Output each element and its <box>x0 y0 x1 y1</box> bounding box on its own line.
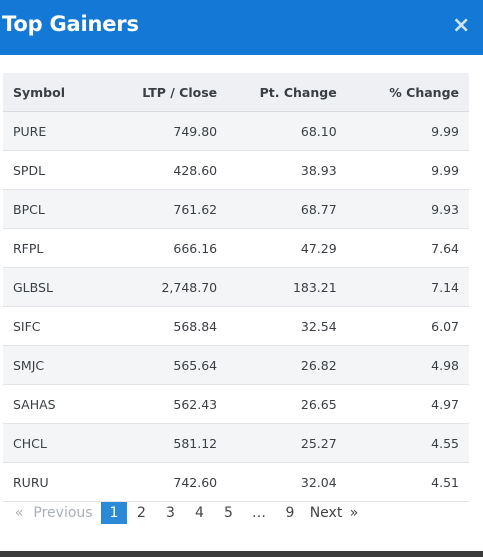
ltp-close-cell: 749.80 <box>109 111 228 151</box>
table-row[interactable]: RFPL 666.16 47.29 7.64 <box>3 228 469 268</box>
table-row[interactable]: GLBSL 2,748.70 183.21 7.14 <box>3 267 469 307</box>
table-row[interactable]: PURE 749.80 68.10 9.99 <box>3 111 469 151</box>
table-row[interactable]: SIFC 568.84 32.54 6.07 <box>3 306 469 346</box>
symbol-cell[interactable]: PURE <box>3 111 110 151</box>
pt-change-cell: 38.93 <box>227 150 347 190</box>
close-icon[interactable]: × <box>452 13 471 38</box>
symbol-cell[interactable]: CHCL <box>3 423 110 463</box>
ltp-close-cell: 761.62 <box>109 189 228 229</box>
pt-change-cell: 25.27 <box>227 423 347 463</box>
pct-change-cell: 9.93 <box>346 189 469 229</box>
page-button-4[interactable]: 4 <box>195 505 204 521</box>
page-button-3[interactable]: 3 <box>166 505 175 521</box>
table-header-row: Symbol LTP / Close Pt. Change % Change <box>3 73 469 112</box>
pct-change-cell: 9.99 <box>346 111 469 151</box>
pt-change-cell: 183.21 <box>227 267 347 307</box>
next-page-button[interactable]: Next <box>309 505 343 521</box>
pt-change-cell: 26.82 <box>227 345 347 385</box>
pt-change-cell: 32.54 <box>227 306 347 346</box>
symbol-cell[interactable]: SIFC <box>3 306 110 346</box>
bottom-edge <box>0 551 483 557</box>
pct-change-cell: 7.14 <box>346 267 469 307</box>
pt-change-cell: 26.65 <box>227 384 347 424</box>
pct-change-cell: 6.07 <box>346 306 469 346</box>
table-row[interactable]: SAHAS 562.43 26.65 4.97 <box>3 384 469 424</box>
ltp-close-cell: 565.64 <box>109 345 228 385</box>
previous-page-button[interactable]: Previous <box>33 505 93 521</box>
pt-change-cell: 68.77 <box>227 189 347 229</box>
modal-header: Top Gainers × <box>0 0 483 55</box>
ltp-close-cell: 581.12 <box>109 423 228 463</box>
pagination: « Previous 1 2 3 4 5 … 9 Next » <box>11 502 361 524</box>
column-header-pct-change[interactable]: % Change <box>346 73 469 112</box>
pct-change-cell: 4.55 <box>346 423 469 463</box>
page-button-9[interactable]: 9 <box>285 505 295 521</box>
page-button-5[interactable]: 5 <box>224 505 233 521</box>
pt-change-cell: 47.29 <box>227 228 347 268</box>
symbol-cell[interactable]: SAHAS <box>3 384 110 424</box>
top-gainers-table: Symbol LTP / Close Pt. Change % Change P… <box>3 73 469 502</box>
ltp-close-cell: 568.84 <box>109 306 228 346</box>
symbol-cell[interactable]: BPCL <box>3 189 110 229</box>
next-arrow-icon[interactable]: » <box>349 505 359 521</box>
page-button-1[interactable]: 1 <box>101 502 127 524</box>
column-header-ltp-close[interactable]: LTP / Close <box>109 73 228 112</box>
symbol-cell[interactable]: RURU <box>3 462 110 502</box>
table-row[interactable]: SMJC 565.64 26.82 4.98 <box>3 345 469 385</box>
pct-change-cell: 9.99 <box>346 150 469 190</box>
table-row[interactable]: BPCL 761.62 68.77 9.93 <box>3 189 469 229</box>
pct-change-cell: 4.51 <box>346 462 469 502</box>
ltp-close-cell: 562.43 <box>109 384 228 424</box>
ltp-close-cell: 742.60 <box>109 462 228 502</box>
pct-change-cell: 4.98 <box>346 345 469 385</box>
ltp-close-cell: 666.16 <box>109 228 228 268</box>
table-row[interactable]: SPDL 428.60 38.93 9.99 <box>3 150 469 190</box>
ltp-close-cell: 2,748.70 <box>109 267 228 307</box>
pt-change-cell: 68.10 <box>227 111 347 151</box>
pct-change-cell: 4.97 <box>346 384 469 424</box>
table-row[interactable]: CHCL 581.12 25.27 4.55 <box>3 423 469 463</box>
table-row[interactable]: RURU 742.60 32.04 4.51 <box>3 462 469 502</box>
symbol-cell[interactable]: SMJC <box>3 345 110 385</box>
symbol-cell[interactable]: GLBSL <box>3 267 110 307</box>
column-header-symbol[interactable]: Symbol <box>3 73 110 112</box>
pt-change-cell: 32.04 <box>227 462 347 502</box>
page-button-2[interactable]: 2 <box>137 505 146 521</box>
symbol-cell[interactable]: RFPL <box>3 228 110 268</box>
column-header-pt-change[interactable]: Pt. Change <box>227 73 347 112</box>
page-ellipsis: … <box>252 505 266 521</box>
modal-title: Top Gainers <box>2 12 139 36</box>
prev-arrow-icon[interactable]: « <box>14 505 24 521</box>
pct-change-cell: 7.64 <box>346 228 469 268</box>
ltp-close-cell: 428.60 <box>109 150 228 190</box>
symbol-cell[interactable]: SPDL <box>3 150 110 190</box>
